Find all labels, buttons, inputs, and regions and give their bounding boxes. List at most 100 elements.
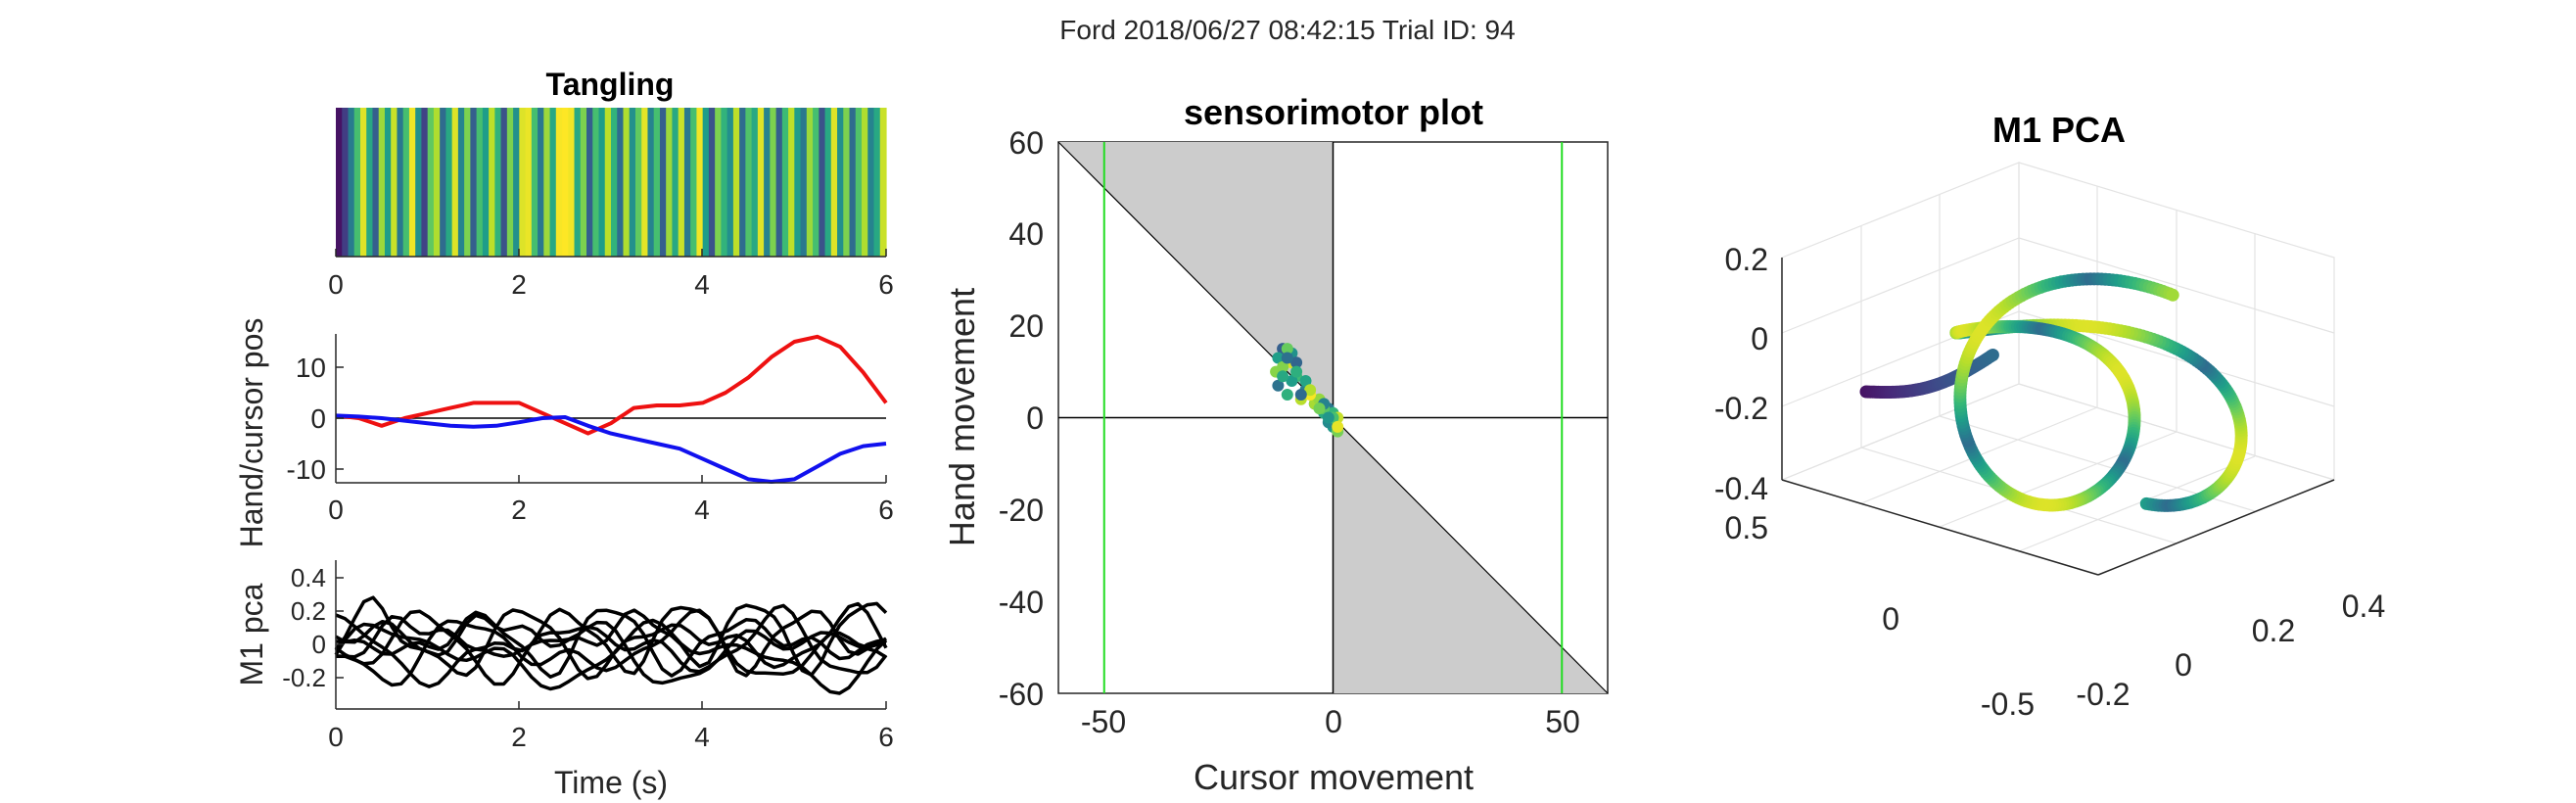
- tangling-cell: [353, 108, 361, 257]
- tangling-cell: [849, 108, 857, 257]
- tangling-cell: [837, 108, 844, 257]
- m1-pca-3d-xtick: -0.2: [2076, 677, 2130, 712]
- tangling-cell: [464, 108, 471, 257]
- sensorimotor-ytick: 60: [1008, 125, 1044, 161]
- tangling-cell: [764, 108, 771, 257]
- hand-cursor-xtick: 0: [328, 495, 344, 525]
- sensorimotor-point: [1281, 389, 1293, 401]
- m1-pca-3d-axes: 0.2 0 -0.2 -0.4 0.5 0 -0.5 -0.2 0 0.2 0.…: [1714, 242, 2385, 722]
- tangling-cell: [531, 108, 539, 257]
- tangling-cell: [568, 108, 576, 257]
- tangling-cell: [770, 108, 777, 257]
- sensorimotor-point: [1272, 379, 1285, 392]
- sensorimotor-xtick: 50: [1545, 704, 1580, 739]
- tangling-cell: [751, 108, 759, 257]
- sensorimotor-point: [1322, 411, 1335, 424]
- tangling-cell: [470, 108, 478, 257]
- sensorimotor-point: [1281, 352, 1293, 364]
- sensorimotor-point: [1277, 360, 1289, 373]
- tangling-cell: [862, 108, 868, 257]
- tangling-cell: [457, 108, 465, 257]
- sensorimotor-point: [1286, 375, 1298, 387]
- m1-pca-3d-ytick: 0: [1882, 601, 1899, 637]
- tangling-xtick: 6: [878, 269, 894, 300]
- m1-pca-xlabel: Time (s): [554, 765, 668, 800]
- tangling-cell: [781, 108, 789, 257]
- tangling-cell: [843, 108, 851, 257]
- tangling-cell: [348, 108, 355, 257]
- tangling-cell: [598, 108, 606, 257]
- sensorimotor-point: [1332, 420, 1344, 433]
- tangling-cell: [757, 108, 765, 257]
- m1-pca-lines: [334, 595, 888, 695]
- figure-suptitle: Ford 2018/06/27 08:42:15 Trial ID: 94: [1059, 15, 1515, 45]
- tangling-cell: [745, 108, 753, 257]
- tangling-cell: [538, 108, 544, 257]
- hand-cursor-red-line: [335, 334, 888, 436]
- tangling-cell: [641, 108, 649, 257]
- sensorimotor-point: [1277, 370, 1289, 383]
- m1-pca-3d-ztick: -0.4: [1714, 471, 1768, 506]
- m1-pca-ytick: 0: [312, 630, 326, 659]
- m1-pca-trace: [335, 608, 887, 679]
- sensorimotor-ytick: 0: [1026, 401, 1044, 436]
- tangling-cell: [384, 108, 392, 257]
- tangling-cell: [555, 108, 563, 257]
- m1-pca-3d-ztick: 0.2: [1725, 242, 1768, 277]
- tangling-cell: [378, 108, 386, 257]
- tangling-cell: [543, 108, 551, 257]
- sensorimotor-point: [1313, 402, 1326, 415]
- tangling-cell: [855, 108, 863, 257]
- tangling-cell: [421, 108, 429, 257]
- m1-pca-xtick: 0: [328, 722, 344, 752]
- m1-pca-3d-trajectory: [1859, 272, 2248, 512]
- tangling-cell: [629, 108, 636, 257]
- sensorimotor-title: sensorimotor plot: [1184, 92, 1483, 132]
- tangling-cell: [359, 108, 367, 257]
- tangling-cell: [513, 108, 520, 257]
- tangling-cell: [690, 108, 698, 257]
- tangling-cell: [427, 108, 435, 257]
- tangling-cell: [819, 108, 826, 257]
- tangling-cell: [574, 108, 582, 257]
- hand-cursor-ytick: 10: [296, 353, 326, 383]
- m1-pca-3d-ytick: -0.5: [1981, 686, 2035, 722]
- tangling-cell: [788, 108, 795, 257]
- tangling-cell: [586, 108, 593, 257]
- tangling-xtick: 4: [694, 269, 710, 300]
- m1-pca-ytick: -0.2: [282, 663, 326, 692]
- sensorimotor-ytick: 20: [1008, 308, 1044, 344]
- tangling-cell: [879, 108, 887, 257]
- tangling-cell: [391, 108, 398, 257]
- sensorimotor-ytick: -40: [999, 585, 1044, 620]
- sensorimotor-point: [1294, 389, 1307, 401]
- sensorimotor-points: [1270, 343, 1344, 438]
- tangling-cell: [372, 108, 380, 257]
- hand-cursor-blue-line: [335, 413, 887, 484]
- tangling-cell: [604, 108, 612, 257]
- tangling-cell: [342, 108, 350, 257]
- tangling-cell: [800, 108, 808, 257]
- tangling-cell: [775, 108, 783, 257]
- sensorimotor-panel: sensorimotor plot 60 40 20 0 -20 -40 -60…: [942, 92, 1609, 797]
- tangling-cell: [702, 108, 710, 257]
- sensorimotor-ytick: -20: [999, 493, 1044, 528]
- m1-pca-axes: 0.4 0.2 0 -0.2 0 2 4 6 M1 pca Time (s): [234, 560, 894, 800]
- m1-pca-3d-ztick: 0: [1751, 321, 1768, 356]
- m1-pca-trace: [335, 613, 887, 688]
- hand-cursor-xtick: 2: [511, 495, 527, 525]
- tangling-cell: [739, 108, 746, 257]
- tangling-cell: [647, 108, 655, 257]
- tangling-cell: [549, 108, 557, 257]
- sensorimotor-xtick: -50: [1081, 704, 1126, 739]
- m1-pca-xtick: 6: [878, 722, 894, 752]
- hand-cursor-xtick: 4: [694, 495, 710, 525]
- tangling-xaxis: 0 2 4 6: [328, 249, 894, 300]
- tangling-heatmap: [336, 108, 887, 257]
- tangling-cell: [666, 108, 674, 257]
- tangling-cell: [683, 108, 691, 257]
- sensorimotor-point: [1299, 375, 1312, 387]
- tangling-cell: [580, 108, 587, 257]
- m1-pca-3d-xtick: 0.2: [2252, 613, 2295, 648]
- tangling-xtick: 2: [511, 269, 527, 300]
